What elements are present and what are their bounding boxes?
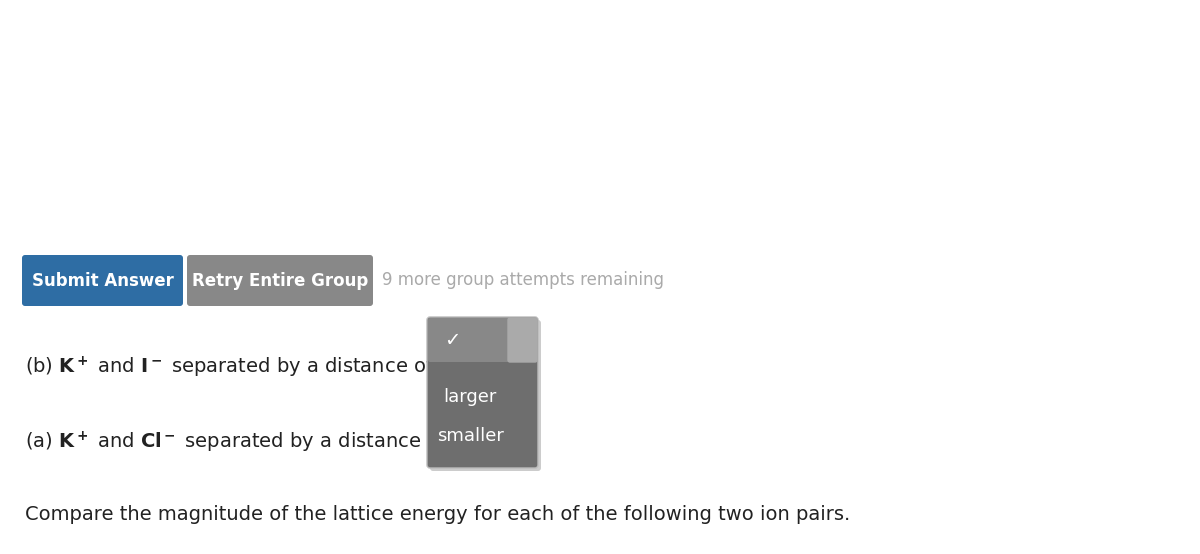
Text: Retry Entire Group: Retry Entire Group [192, 271, 368, 290]
Text: Compare the magnitude of the lattice energy for each of the following two ion pa: Compare the magnitude of the lattice ene… [25, 505, 851, 524]
Bar [430, 320, 510, 360]
Text: Submit Answer: Submit Answer [31, 271, 174, 290]
Text: larger: larger [443, 388, 497, 406]
Text: ✓: ✓ [444, 331, 461, 350]
FancyBboxPatch shape [187, 255, 373, 306]
FancyBboxPatch shape [508, 318, 538, 362]
Text: (a) $\mathbf{K^+}$ and $\mathbf{Cl^-}$ separated by a distance of $\mathbf{347\ : (a) $\mathbf{K^+}$ and $\mathbf{Cl^-}$ s… [25, 430, 533, 455]
FancyBboxPatch shape [430, 320, 541, 471]
Text: smaller: smaller [437, 427, 504, 445]
FancyBboxPatch shape [427, 317, 538, 468]
Text: 9 more group attempts remaining: 9 more group attempts remaining [382, 271, 664, 289]
FancyBboxPatch shape [22, 255, 182, 306]
Text: (b) $\mathbf{K^+}$ and $\mathbf{I^-}$ separated by a distance of $\mathbf{365\ p: (b) $\mathbf{K^+}$ and $\mathbf{I^-}$ se… [25, 355, 520, 380]
FancyBboxPatch shape [428, 318, 512, 362]
